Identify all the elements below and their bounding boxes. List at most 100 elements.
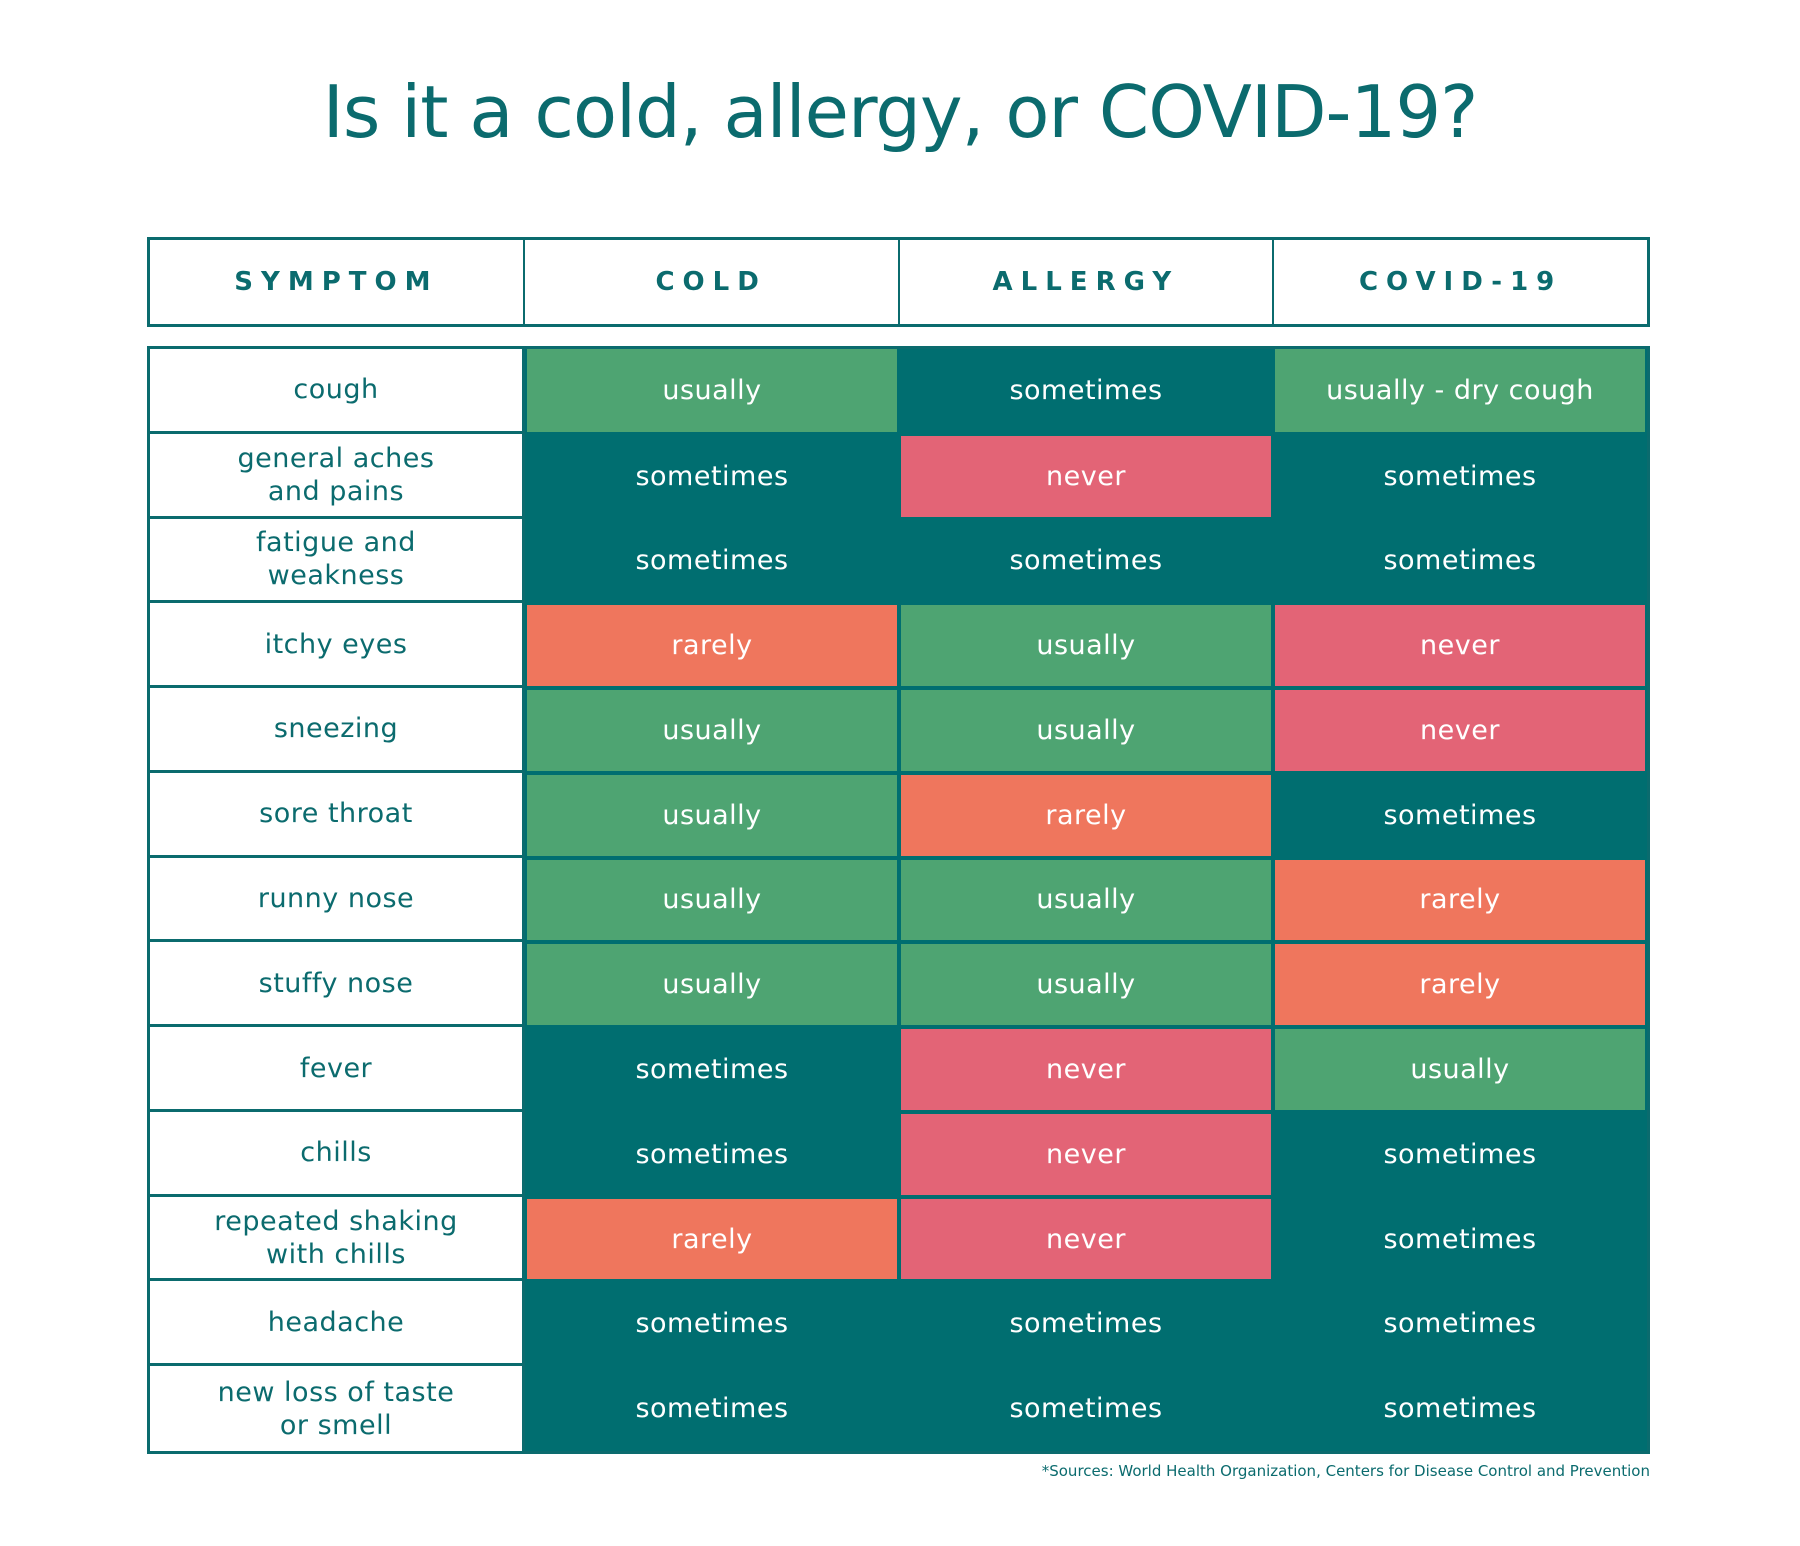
likelihood-label: usually	[527, 859, 897, 941]
table-row: chills sometimes never sometimes	[150, 1111, 1647, 1197]
likelihood-label: sometimes	[1275, 1368, 1645, 1449]
likelihood-label: rarely	[901, 774, 1271, 856]
covid-cell: rarely	[1273, 942, 1647, 1027]
likelihood-label: usually	[901, 944, 1271, 1026]
covid-cell: sometimes	[1273, 434, 1647, 519]
allergy-cell: usually	[899, 942, 1273, 1027]
likelihood-label: sometimes	[527, 1368, 897, 1449]
table-row: sneezing usually usually never	[150, 688, 1647, 773]
allergy-cell: never	[899, 1027, 1273, 1112]
likelihood-label: never	[901, 1029, 1271, 1110]
likelihood-label: sometimes	[901, 1283, 1271, 1365]
allergy-cell: sometimes	[899, 1281, 1273, 1366]
allergy-cell: never	[899, 1112, 1273, 1197]
likelihood-label: never	[901, 1113, 1271, 1195]
likelihood-label: never	[901, 435, 1271, 517]
likelihood-label: usually	[901, 605, 1271, 687]
likelihood-label: sometimes	[901, 349, 1271, 432]
allergy-cell: usually	[899, 688, 1273, 773]
symptom-cell: fever	[150, 1027, 525, 1112]
cold-cell: usually	[525, 858, 899, 943]
symptom-cell: repeated shaking with chills	[150, 1196, 525, 1282]
likelihood-label: sometimes	[1275, 520, 1645, 602]
symptom-cell: stuffy nose	[150, 942, 525, 1028]
table-row: stuffy nose usually usually rarely	[150, 942, 1647, 1028]
symptom-cell: fatigue and weakness	[150, 518, 525, 604]
likelihood-label: never	[1275, 605, 1645, 687]
likelihood-label: sometimes	[527, 1113, 897, 1195]
table-row: fever sometimes never usually	[150, 1027, 1647, 1112]
covid-cell: sometimes	[1273, 1281, 1647, 1366]
covid-cell: never	[1273, 603, 1647, 688]
allergy-cell: sometimes	[899, 519, 1273, 604]
allergy-cell: usually	[899, 603, 1273, 688]
likelihood-label: usually	[527, 774, 897, 856]
covid-cell: sometimes	[1273, 519, 1647, 604]
likelihood-label: never	[901, 1198, 1271, 1280]
symptom-table: cough usually sometimes usually - dry cough…	[147, 346, 1650, 1454]
symptom-cell: chills	[150, 1111, 525, 1197]
likelihood-label: usually - dry cough	[1275, 349, 1645, 432]
table-row: cough usually sometimes usually - dry cough	[150, 349, 1647, 434]
cold-cell: usually	[525, 688, 899, 773]
likelihood-label: usually	[527, 349, 897, 432]
likelihood-label: rarely	[527, 1198, 897, 1280]
likelihood-label: rarely	[1275, 859, 1645, 941]
covid-cell: sometimes	[1273, 773, 1647, 858]
allergy-cell: sometimes	[899, 1366, 1273, 1451]
allergy-cell: never	[899, 1197, 1273, 1282]
cold-cell: sometimes	[525, 519, 899, 604]
likelihood-label: sometimes	[527, 1283, 897, 1365]
likelihood-label: sometimes	[901, 1368, 1271, 1449]
cold-cell: usually	[525, 349, 899, 434]
likelihood-label: sometimes	[1275, 774, 1645, 856]
table-row: fatigue and weakness sometimes sometimes so…	[150, 518, 1647, 604]
cold-cell: sometimes	[525, 1027, 899, 1112]
likelihood-label: rarely	[527, 605, 897, 687]
likelihood-label: usually	[901, 859, 1271, 941]
header-cold: COLD	[522, 240, 898, 324]
covid-cell: sometimes	[1273, 1197, 1647, 1282]
allergy-cell: sometimes	[899, 349, 1273, 434]
cold-cell: sometimes	[525, 434, 899, 519]
table-row: new loss of taste or smell sometimes somet…	[150, 1366, 1647, 1451]
likelihood-label: sometimes	[527, 520, 897, 602]
table-row: sore throat usually rarely sometimes	[150, 772, 1647, 858]
covid-cell: sometimes	[1273, 1112, 1647, 1197]
covid-cell: rarely	[1273, 858, 1647, 943]
symptom-cell: cough	[150, 349, 525, 434]
allergy-cell: never	[899, 434, 1273, 519]
symptom-cell: itchy eyes	[150, 603, 525, 689]
page-title: Is it a cold, allergy, or COVID-19?	[322, 70, 1479, 154]
likelihood-label: sometimes	[527, 435, 897, 517]
likelihood-label: sometimes	[527, 1029, 897, 1110]
likelihood-label: rarely	[1275, 944, 1645, 1026]
covid-cell: usually	[1273, 1027, 1647, 1112]
covid-cell: usually - dry cough	[1273, 349, 1647, 434]
symptom-cell: headache	[150, 1281, 525, 1367]
likelihood-label: sometimes	[901, 520, 1271, 602]
symptom-cell: sore throat	[150, 772, 525, 858]
symptom-cell: runny nose	[150, 857, 525, 943]
symptom-cell: general aches and pains	[150, 433, 525, 519]
cold-cell: sometimes	[525, 1281, 899, 1366]
likelihood-label: sometimes	[1275, 1198, 1645, 1280]
cold-cell: rarely	[525, 1197, 899, 1282]
cold-cell: usually	[525, 773, 899, 858]
header-symptom: SYMPTOM	[234, 267, 439, 297]
allergy-cell: rarely	[899, 773, 1273, 858]
table-row: general aches and pains sometimes never som…	[150, 433, 1647, 519]
likelihood-label: usually	[527, 944, 897, 1026]
likelihood-label: usually	[1275, 1029, 1645, 1110]
cold-cell: sometimes	[525, 1366, 899, 1451]
likelihood-label: sometimes	[1275, 1283, 1645, 1365]
header-allergy: ALLERGY	[897, 240, 1273, 324]
cold-cell: sometimes	[525, 1112, 899, 1197]
likelihood-label: sometimes	[1275, 1113, 1645, 1195]
table-row: itchy eyes rarely usually never	[150, 603, 1647, 689]
table-row: headache sometimes sometimes sometimes	[150, 1281, 1647, 1367]
likelihood-label: usually	[901, 690, 1271, 771]
covid-cell: never	[1273, 688, 1647, 773]
likelihood-label: usually	[527, 690, 897, 771]
table-header: SYMPTOM COLD ALLERGY COVID-19	[147, 237, 1650, 327]
